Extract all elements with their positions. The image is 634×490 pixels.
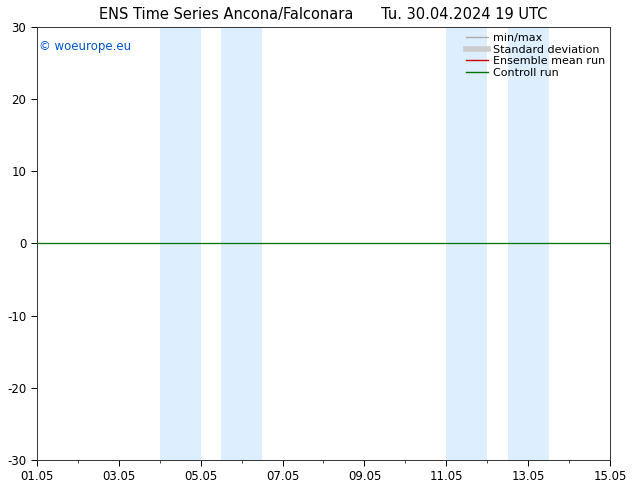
Bar (221, 27, 262, 460)
Text: © woeurope.eu: © woeurope.eu (39, 40, 132, 53)
Bar (508, 27, 549, 460)
Legend: min/max, Standard deviation, Ensemble mean run, Controll run: min/max, Standard deviation, Ensemble me… (463, 30, 607, 80)
Title: ENS Time Series Ancona/Falconara      Tu. 30.04.2024 19 UTC: ENS Time Series Ancona/Falconara Tu. 30.… (100, 7, 548, 22)
Bar (446, 27, 488, 460)
Bar (160, 27, 200, 460)
